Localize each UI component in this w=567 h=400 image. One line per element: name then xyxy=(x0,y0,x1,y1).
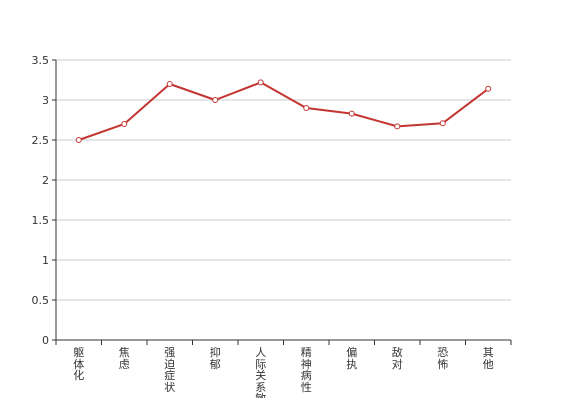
x-tick-label: 恐怖 xyxy=(437,347,449,370)
data-point xyxy=(348,110,355,117)
y-tick-label: 1.5 xyxy=(32,214,50,227)
data-point xyxy=(257,79,264,86)
data-point xyxy=(75,137,82,143)
y-tick-label: 0.5 xyxy=(32,294,50,307)
x-tick-label: 其他 xyxy=(482,347,494,370)
x-tick-label: 抑郁 xyxy=(209,347,221,370)
data-point xyxy=(121,121,128,127)
y-tick-label: 0 xyxy=(42,334,49,347)
data-point xyxy=(166,81,173,87)
x-tick-label: 焦虑 xyxy=(118,347,130,370)
y-tick-label: 1 xyxy=(42,254,49,267)
series-layer xyxy=(75,79,492,143)
x-axis xyxy=(55,339,512,345)
y-tick-label: 3.5 xyxy=(32,54,50,67)
x-tick-label: 偏执 xyxy=(346,347,358,370)
data-point xyxy=(394,123,401,130)
x-tick-label: 强迫症状 xyxy=(164,347,176,393)
grid-lines xyxy=(56,59,511,301)
data-point xyxy=(485,85,492,92)
y-tick-label: 2.5 xyxy=(32,134,50,147)
x-tick-label: 精神病性 xyxy=(300,347,312,393)
data-point xyxy=(439,120,446,127)
x-tick-label: 躯体化 xyxy=(73,347,85,382)
y-tick-label: 2 xyxy=(42,174,49,187)
data-point xyxy=(303,105,310,111)
data-point xyxy=(212,97,219,103)
x-tick-label: 敌对 xyxy=(391,347,403,370)
x-tick-label: 人际关系敏感 xyxy=(255,347,267,398)
series-line xyxy=(78,81,489,141)
y-tick-label: 3 xyxy=(42,94,49,107)
y-axis: 0 0.5 1 1.5 2 2.5 3 3.5 xyxy=(32,54,57,347)
